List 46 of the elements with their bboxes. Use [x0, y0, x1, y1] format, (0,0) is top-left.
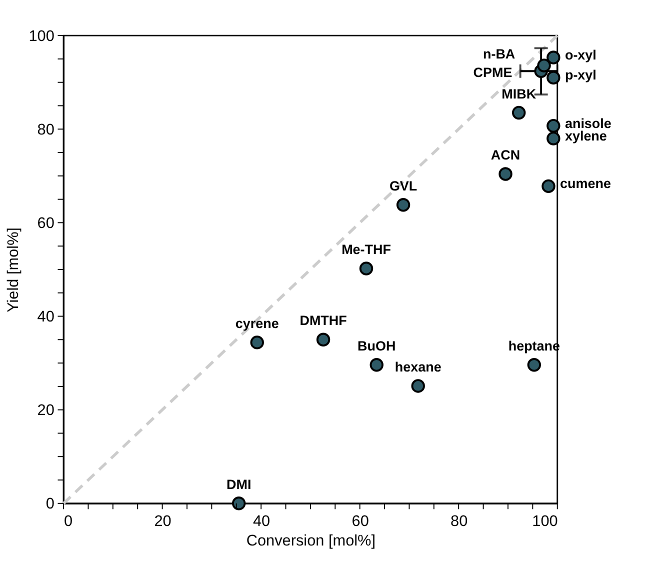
- point: [232, 496, 246, 510]
- point: [546, 118, 560, 133]
- point: [512, 106, 526, 120]
- y-tick-label: 0: [46, 496, 54, 513]
- point: [250, 336, 264, 350]
- annotation: cumene: [560, 176, 612, 192]
- point: [542, 179, 556, 194]
- x-tick-label: 20: [154, 513, 172, 530]
- x-tick-label: 60: [352, 513, 369, 530]
- x-axis-title: Conversion [mol%]: [246, 532, 376, 550]
- point: [546, 50, 560, 64]
- point: [546, 70, 560, 84]
- annotation: ACN: [490, 148, 520, 163]
- point: [359, 262, 374, 276]
- y-tick-label: 80: [37, 121, 54, 138]
- point: [537, 58, 551, 72]
- point: [316, 332, 330, 346]
- point: [396, 198, 410, 212]
- annotation: o-xyl: [564, 47, 596, 62]
- annotation: BuOH: [358, 338, 396, 354]
- y-tick-label: 60: [37, 214, 54, 232]
- point: [527, 358, 542, 372]
- y-tick-label: 100: [28, 28, 54, 45]
- annotation: anisole: [564, 116, 612, 131]
- annotation: n-BA: [482, 46, 516, 62]
- y-axis-title: Yield [mol%]: [5, 227, 22, 312]
- point: [370, 358, 384, 372]
- x-tick-label: 100: [532, 513, 558, 530]
- annotation: MIBK: [502, 86, 536, 102]
- point: [546, 132, 560, 146]
- annotation: GVL: [389, 178, 418, 194]
- y-tick-label: 40: [37, 308, 54, 326]
- annotation: DMTHF: [300, 313, 347, 328]
- point: [411, 379, 425, 393]
- annotation: DMI: [226, 476, 252, 492]
- annotation: CPME: [473, 64, 512, 80]
- x-tick-label: 80: [450, 513, 468, 530]
- annotation: hexane: [394, 360, 442, 375]
- point: [498, 167, 512, 181]
- x-tick-label: 0: [64, 513, 73, 530]
- y-tick-label: 20: [37, 402, 54, 420]
- annotation: p-xyl: [564, 68, 596, 83]
- x-tick-label: 40: [252, 513, 270, 530]
- annotation: cyrene: [235, 316, 280, 332]
- annotation: Me-THF: [342, 242, 391, 258]
- annotation: xylene: [564, 128, 608, 144]
